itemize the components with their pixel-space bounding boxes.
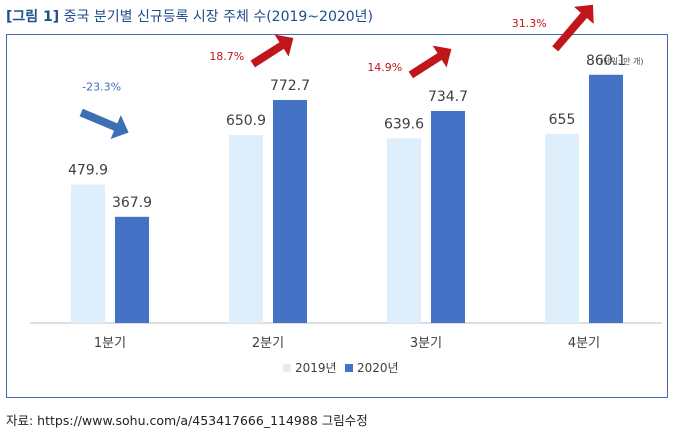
data-label-2019-q3: 639.6 — [384, 116, 424, 132]
bar-2020-q3 — [431, 110, 465, 323]
growth-label-q1: -23.3% — [82, 80, 121, 93]
source-note: 자료: https://www.sohu.com/a/453417666_114… — [6, 413, 368, 428]
bar-2019-q1 — [71, 184, 105, 323]
legend-label-2020: 2020년 — [357, 361, 399, 375]
bar-2020-q4 — [589, 74, 623, 323]
data-label-2019-q4: 655 — [549, 112, 576, 128]
legend-swatch-2019 — [283, 364, 291, 372]
x-tick-label-q4: 4분기 — [568, 336, 600, 351]
data-label-2019-q1: 479.9 — [68, 162, 108, 178]
bar-2020-q2 — [273, 99, 307, 323]
x-tick-label-q1: 1분기 — [94, 336, 126, 351]
growth-arrow-q1 — [79, 108, 129, 139]
legend-label-2019: 2019년 — [295, 361, 337, 375]
bar-2020-q1 — [115, 216, 149, 323]
x-tick-label-q3: 3분기 — [410, 336, 442, 351]
figure-tag: [그림 1] — [6, 9, 60, 25]
unit-label: (단위: 만 개) — [600, 57, 644, 66]
data-label-2020-q1: 367.9 — [112, 195, 152, 211]
figure-title-text: 중국 분기별 신규등록 시장 주체 수(2019~2020년) — [63, 9, 374, 25]
growth-arrow-q4 — [552, 4, 594, 52]
bar-2019-q2 — [229, 135, 263, 323]
bar-2019-q3 — [387, 138, 421, 323]
bar-2019-q4 — [545, 133, 579, 323]
data-label-2020-q2: 772.7 — [270, 78, 310, 94]
chart-frame — [6, 34, 668, 398]
legend-swatch-2020 — [345, 364, 353, 372]
figure-title: [그림 1] 중국 분기별 신규등록 시장 주체 수(2019~2020년) — [6, 6, 373, 26]
growth-arrow-q3 — [408, 45, 452, 79]
data-label-2020-q4: 860.1 — [586, 53, 626, 69]
growth-label-q3: 14.9% — [367, 61, 402, 74]
growth-arrow-q2 — [250, 34, 294, 68]
x-tick-label-q2: 2분기 — [252, 336, 284, 351]
growth-label-q2: 18.7% — [209, 50, 244, 63]
growth-label-q4: 31.3% — [512, 17, 547, 30]
data-label-2019-q2: 650.9 — [226, 113, 266, 129]
data-label-2020-q3: 734.7 — [428, 89, 468, 105]
